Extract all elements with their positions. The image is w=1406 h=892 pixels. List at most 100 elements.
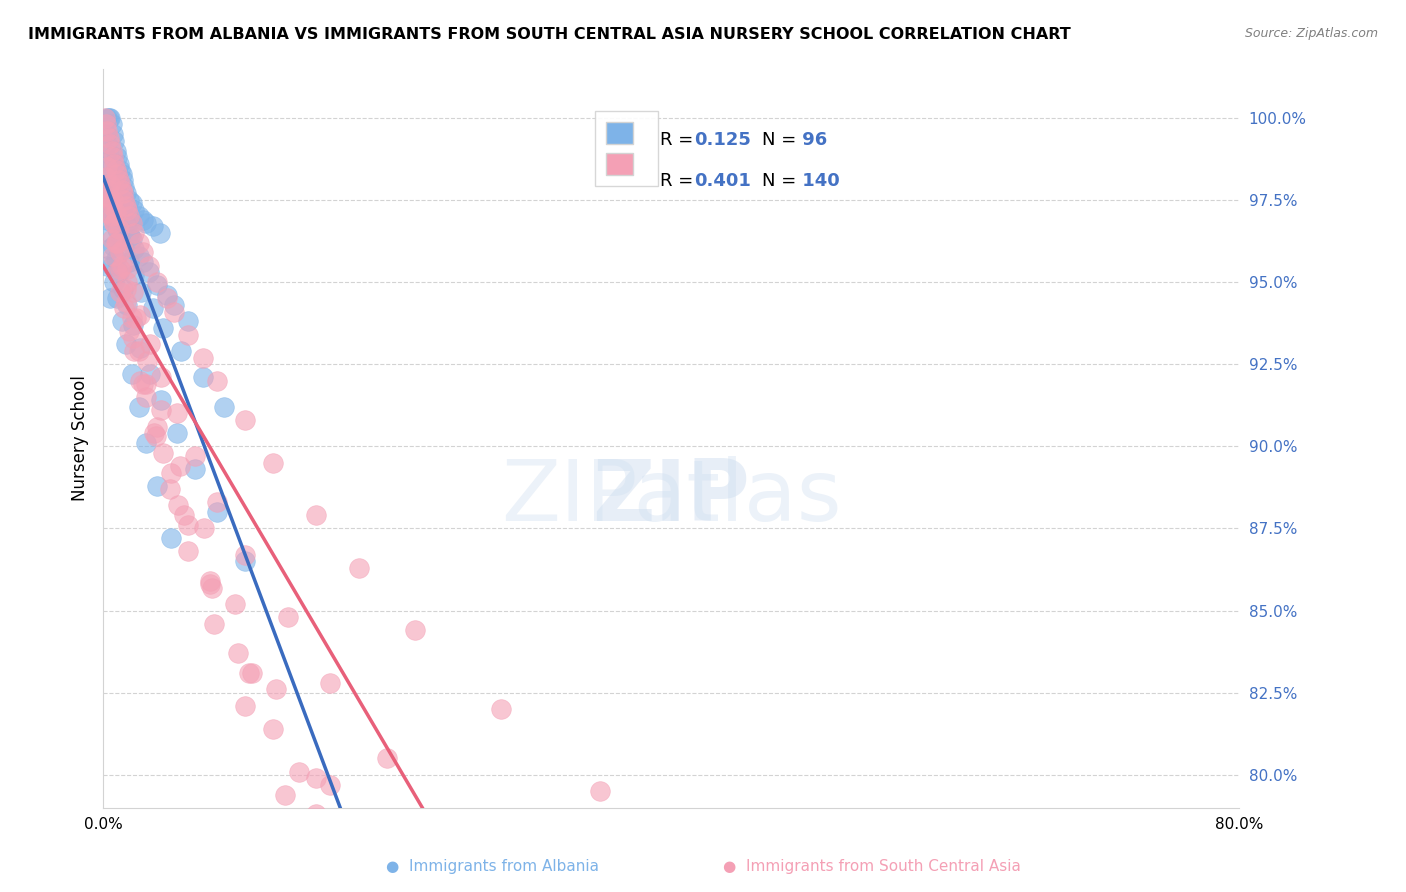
Text: 0.125: 0.125 (693, 131, 751, 149)
Point (266, 682, 288, 697)
Point (104, 179, 127, 194)
Point (97, 130, 120, 145)
Point (101, 167, 124, 181)
Point (163, 304, 186, 318)
Point (132, 245, 155, 260)
Text: N =: N = (762, 131, 801, 149)
Point (110, 259, 132, 273)
Point (128, 249, 150, 263)
Point (100, 259, 122, 273)
Point (233, 698, 256, 713)
Point (105, 222, 128, 236)
Point (111, 186, 134, 201)
Point (146, 479, 169, 493)
Point (150, 403, 173, 417)
Point (103, 212, 125, 227)
Point (184, 449, 207, 463)
Point (167, 499, 190, 513)
Point (226, 646, 249, 660)
Point (136, 354, 159, 368)
Point (135, 436, 157, 450)
Point (122, 285, 145, 299)
Point (319, 778, 342, 792)
Point (117, 202, 139, 217)
Point (135, 376, 157, 391)
Point (107, 265, 129, 279)
Point (101, 239, 124, 253)
Point (121, 232, 143, 246)
Point (98, 153, 121, 168)
Text: 96: 96 (796, 131, 827, 149)
Point (104, 163, 127, 178)
Point (159, 482, 181, 496)
Point (110, 314, 132, 328)
Point (94, 202, 117, 217)
Point (101, 150, 124, 164)
Point (120, 229, 142, 244)
Point (128, 210, 150, 224)
Point (191, 351, 214, 365)
Point (233, 554, 256, 568)
Point (100, 199, 122, 213)
Point (191, 370, 214, 384)
Point (101, 193, 124, 207)
Point (163, 298, 186, 312)
Point (138, 259, 160, 273)
Point (277, 610, 299, 624)
Point (146, 275, 169, 289)
Point (100, 232, 122, 246)
Point (107, 222, 129, 236)
Point (104, 252, 127, 266)
Point (447, 837, 470, 851)
Point (124, 242, 146, 256)
Point (347, 561, 370, 575)
Point (319, 676, 342, 690)
Point (305, 508, 328, 523)
Point (108, 163, 131, 178)
Point (404, 624, 426, 638)
Point (305, 771, 328, 785)
Point (238, 665, 260, 680)
Point (111, 242, 134, 256)
Point (135, 390, 157, 404)
Point (205, 495, 228, 509)
Point (198, 577, 221, 591)
Text: 0.401: 0.401 (693, 172, 751, 190)
Point (117, 275, 139, 289)
Point (233, 413, 256, 427)
Legend: , : , (595, 111, 658, 186)
Point (103, 216, 125, 230)
Point (104, 144, 127, 158)
Point (117, 298, 139, 312)
Point (110, 183, 132, 197)
Point (98, 137, 121, 152)
Point (107, 189, 129, 203)
Point (198, 574, 221, 588)
Point (100, 199, 122, 213)
Point (122, 331, 145, 345)
Point (108, 285, 131, 299)
Point (166, 426, 188, 441)
Point (118, 226, 141, 240)
Point (112, 301, 135, 316)
Text: R =: R = (659, 172, 699, 190)
Point (111, 282, 134, 296)
Point (105, 292, 128, 306)
Point (139, 337, 162, 351)
Point (166, 407, 188, 421)
Point (101, 127, 124, 141)
Point (108, 245, 131, 260)
Point (177, 544, 200, 558)
Point (149, 226, 172, 240)
Point (115, 337, 138, 351)
Point (105, 235, 128, 250)
Point (240, 665, 263, 680)
Point (115, 294, 138, 309)
Point (104, 235, 127, 250)
Point (128, 344, 150, 359)
Point (112, 210, 135, 224)
Point (112, 242, 135, 256)
Point (103, 173, 125, 187)
Text: IMMIGRANTS FROM ALBANIA VS IMMIGRANTS FROM SOUTH CENTRAL ASIA NURSERY SCHOOL COR: IMMIGRANTS FROM ALBANIA VS IMMIGRANTS FR… (28, 27, 1071, 42)
Point (104, 206, 127, 220)
